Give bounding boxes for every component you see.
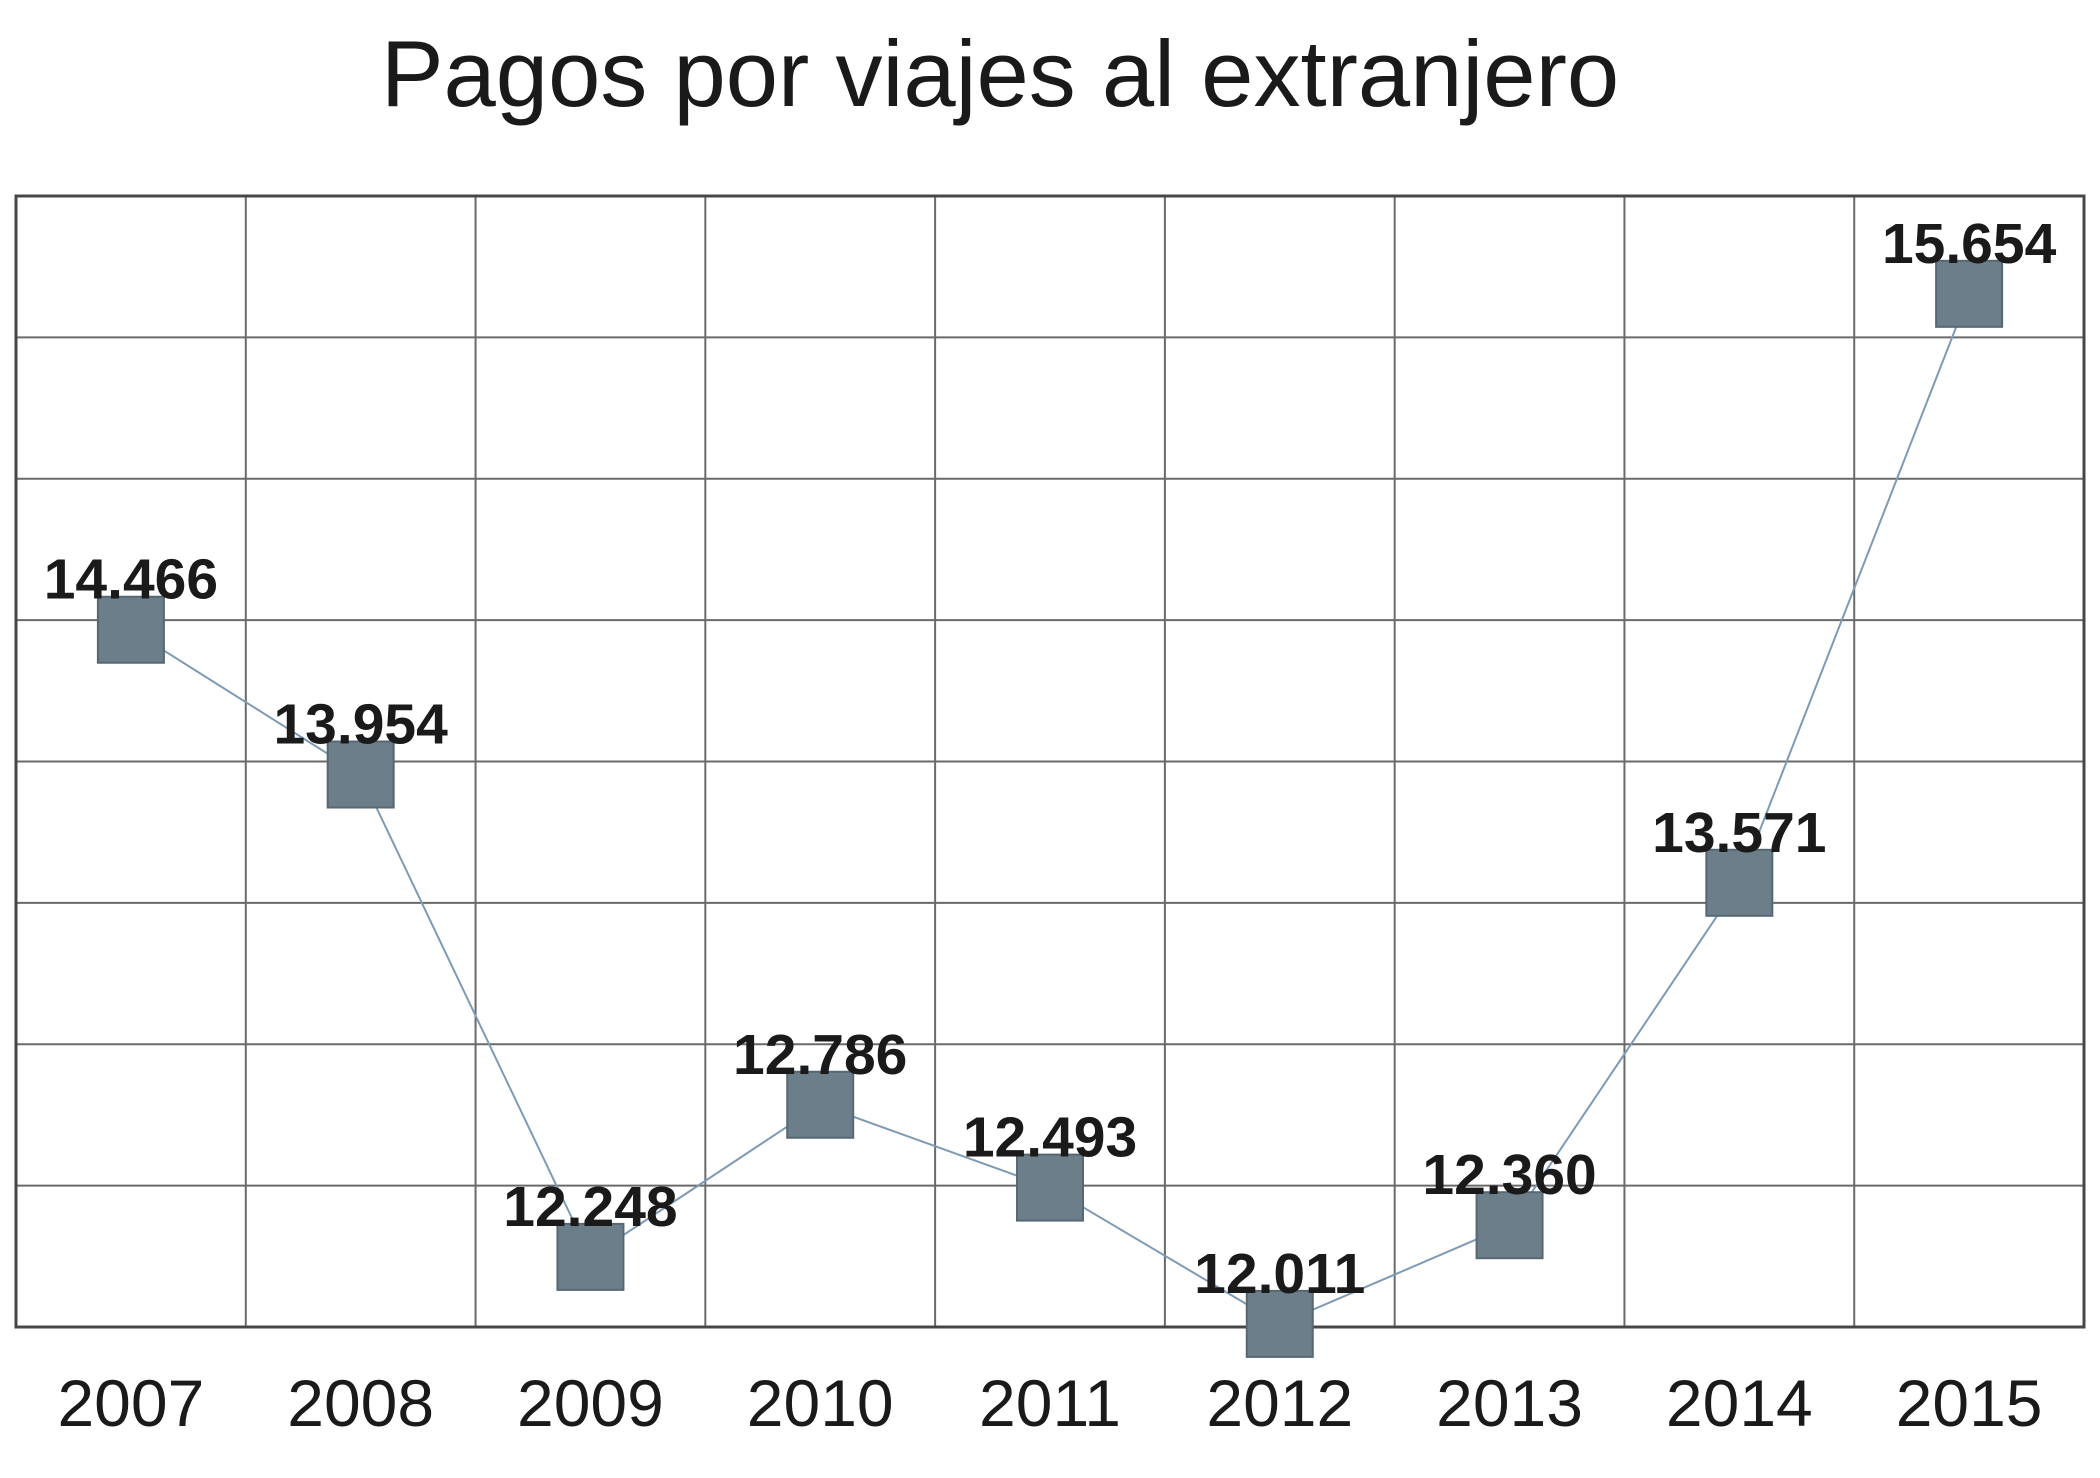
data-point-marker: [96, 595, 165, 664]
x-axis-label: 2013: [1436, 1366, 1583, 1440]
data-point-label: 12.011: [1194, 1242, 1365, 1306]
data-point-label: 14.466: [44, 548, 218, 612]
data-point-marker: [1705, 848, 1774, 917]
data-point-label: 12.360: [1422, 1143, 1596, 1207]
plot-border: [14, 194, 2086, 1329]
data-point-marker: [326, 740, 395, 809]
data-point-label: 13.954: [273, 693, 448, 757]
data-point-marker: [1245, 1289, 1314, 1358]
x-axis-label: 2014: [1666, 1366, 1813, 1440]
data-point-marker: [556, 1222, 625, 1291]
chart-title: Pagos por viajes al extranjero: [380, 21, 1620, 126]
x-axis-label: 2007: [57, 1366, 204, 1440]
data-point-label: 13.571: [1652, 801, 1826, 865]
data-point-marker: [1475, 1191, 1544, 1260]
data-point-marker: [1935, 259, 2004, 328]
data-point-label: 12.248: [503, 1175, 677, 1239]
x-axis-label: 2015: [1896, 1366, 2043, 1440]
data-point-marker: [1016, 1153, 1084, 1222]
data-point-marker: [786, 1070, 855, 1139]
x-axis-label: 2009: [517, 1366, 664, 1440]
data-point-label: 12.493: [963, 1106, 1137, 1170]
x-axis-label: 2012: [1206, 1366, 1353, 1440]
x-axis-label: 2008: [287, 1366, 434, 1440]
x-axis-label: 2011: [979, 1366, 1121, 1440]
data-point-label: 12.786: [733, 1023, 907, 1087]
x-axis-label: 2010: [747, 1366, 894, 1440]
data-point-label: 15.654: [1882, 212, 2057, 276]
